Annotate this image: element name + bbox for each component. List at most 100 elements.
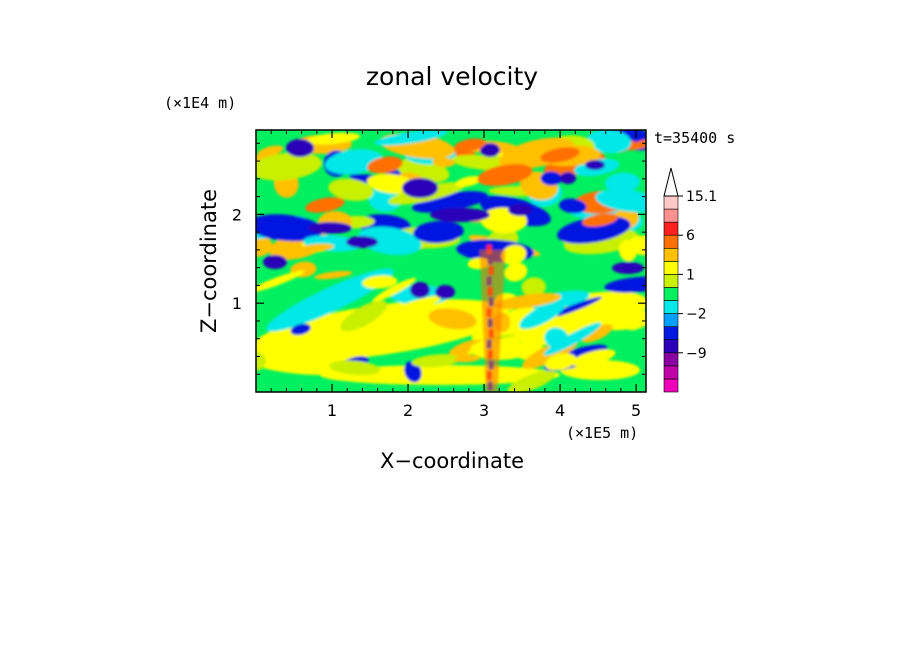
field-patch [604, 172, 640, 193]
x-tick-label: 1 [327, 401, 337, 420]
colorbar-segment [663, 261, 679, 275]
colorbar-extend-arrow [663, 167, 679, 197]
field-patch [455, 175, 482, 187]
field-patch [298, 243, 335, 252]
colorbar-segment [663, 339, 679, 354]
time-label: t=35400 s [654, 129, 735, 147]
field-patch [571, 349, 616, 367]
field-patch [540, 147, 580, 163]
plot-frame [255, 129, 647, 393]
field-patch [346, 236, 378, 248]
field-patch [374, 130, 448, 146]
x-tick-label: 2 [403, 401, 413, 420]
field-patch [404, 361, 422, 383]
plot-area [256, 130, 646, 392]
y-tick-label: 1 [232, 294, 242, 313]
field-patch [411, 354, 462, 368]
field-patch [453, 355, 481, 363]
velocity-field [256, 130, 646, 392]
field-patch [508, 204, 532, 216]
colorbar-segment [663, 300, 679, 314]
field-patch [626, 306, 646, 331]
field-patch [546, 296, 602, 319]
field-patch [266, 268, 394, 332]
field-patch [412, 191, 488, 213]
field-patch [362, 275, 398, 289]
jet-envelope [479, 250, 506, 392]
field-patch [519, 300, 566, 329]
x-tick-label: 3 [479, 401, 489, 420]
x-axis: 1 2 3 4 5 [270, 130, 641, 420]
jet-cell [486, 245, 492, 254]
field-patch [612, 262, 644, 274]
colorbar-label: −2 [686, 307, 707, 323]
colorbar-segment [663, 378, 679, 393]
y-axis-label: Z−coordinate [197, 189, 221, 333]
colorbar-segment [663, 208, 679, 223]
field-patch [290, 323, 311, 336]
field-patch [413, 220, 464, 244]
field-patch [477, 164, 533, 186]
field-patch [585, 160, 605, 170]
field-patch [286, 139, 314, 157]
field-patch [560, 172, 576, 184]
field-patch [256, 214, 323, 242]
field-patch [308, 222, 352, 234]
field-patch [454, 138, 486, 152]
field-patch [480, 143, 500, 157]
colorbar-label: 6 [686, 228, 695, 244]
field-patch [504, 262, 528, 282]
colorbar-segment [663, 274, 679, 288]
x-scale-label: (×1E5 m) [566, 424, 638, 442]
field-patch [471, 291, 646, 349]
field-patch [256, 270, 305, 293]
field-patch [329, 360, 381, 376]
field-patch [587, 130, 632, 154]
colorbar-segment [663, 287, 679, 301]
y-tick-label: 2 [232, 205, 242, 224]
field-patch [558, 198, 587, 214]
field-patch [604, 276, 646, 293]
field-patch [305, 197, 345, 213]
field-patch [410, 282, 430, 298]
colorbar-segment [663, 352, 679, 367]
colorbar-segment [663, 326, 679, 341]
field-patch [384, 295, 442, 317]
chart-title: zonal velocity [366, 62, 538, 91]
colorbar-segment [663, 365, 679, 380]
field-patch [402, 178, 438, 198]
field-patch [435, 285, 455, 299]
field-patch [357, 226, 422, 256]
field-patch [581, 324, 613, 343]
field-patch [521, 277, 546, 297]
field-patch [494, 293, 562, 310]
colorbar-segment [663, 247, 679, 262]
field-patch [501, 244, 527, 265]
colorbar-segment [663, 221, 679, 236]
field-patch [595, 189, 646, 213]
y-axis: 12 [232, 142, 646, 375]
field-patch [428, 308, 477, 330]
field-patch [507, 370, 556, 392]
colorbar: 15.1 6 1 −2 −9 [663, 167, 717, 393]
x-axis-label: X−coordinate [380, 449, 524, 473]
colorbar-label: 15.1 [686, 189, 717, 205]
x-tick-label: 5 [631, 401, 641, 420]
field-patch [618, 239, 638, 262]
field-patch [367, 156, 403, 174]
field-patch [306, 132, 360, 145]
field-patch [624, 137, 646, 151]
field-patch [544, 353, 577, 371]
colorbar-label: 1 [686, 267, 695, 283]
field-patch [372, 277, 416, 303]
field-patch [263, 255, 287, 269]
field-patch [432, 157, 455, 168]
colorbar-segment [663, 195, 679, 210]
x-tick-label: 4 [555, 401, 565, 420]
colorbar-segment [663, 313, 679, 327]
field-patch [540, 171, 563, 186]
field-patch [340, 300, 388, 332]
colorbar-segment [663, 234, 679, 249]
field-patch [557, 216, 631, 244]
